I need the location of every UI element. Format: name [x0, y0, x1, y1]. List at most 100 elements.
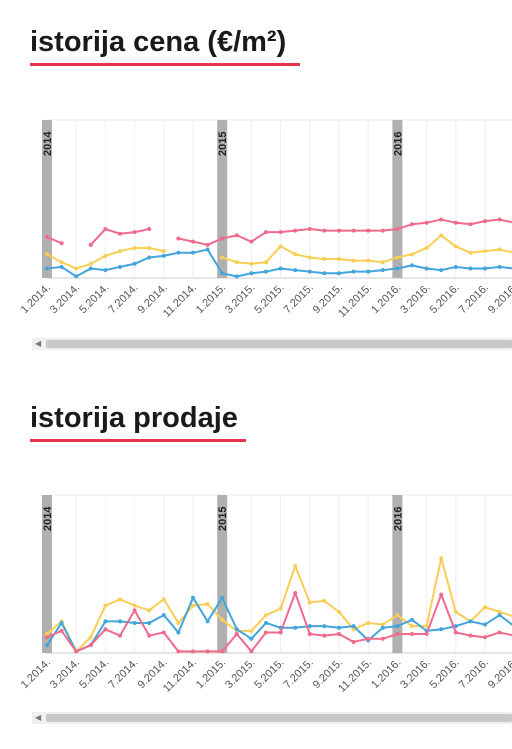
series-point: [468, 619, 473, 624]
series-point: [395, 632, 400, 637]
series-point: [234, 233, 239, 238]
series-point: [366, 636, 371, 641]
series-point: [103, 268, 108, 273]
price-chart-scroll-thumb[interactable]: [46, 340, 512, 348]
price-chart-scrollbar[interactable]: ◀: [32, 338, 512, 350]
x-tick-label: 7.2016.: [457, 657, 491, 691]
series-point: [45, 632, 49, 637]
year-marker-band: [42, 120, 52, 278]
series-point: [220, 236, 225, 241]
series-point: [205, 602, 210, 607]
series-point: [59, 620, 64, 625]
x-tick-label: 3.2015.: [223, 282, 257, 316]
series-point: [264, 260, 268, 265]
year-marker-band: [217, 495, 228, 653]
series-point: [176, 620, 181, 625]
series-point: [249, 239, 254, 244]
series-point: [337, 609, 341, 614]
series-point: [45, 252, 49, 257]
series-point: [468, 222, 473, 227]
series-point: [191, 250, 195, 255]
series-point: [147, 620, 152, 625]
series-point: [132, 245, 137, 250]
series-point: [307, 255, 312, 260]
series-point: [88, 242, 93, 247]
x-tick-label: 3.2016.: [398, 657, 432, 691]
series-point: [59, 260, 64, 265]
series-point: [264, 630, 268, 635]
series-point: [483, 622, 487, 627]
series-point: [205, 649, 210, 654]
series-point: [132, 230, 137, 235]
x-tick-label: 3.2014.: [48, 282, 82, 316]
price-history-title: istorija cena (€/m²): [30, 26, 287, 58]
x-tick-label: 3.2014.: [48, 657, 82, 691]
series-point: [118, 231, 122, 236]
series-point: [351, 624, 356, 629]
sales-chart-scrollbar[interactable]: ◀: [32, 712, 512, 724]
series-point: [45, 266, 49, 271]
series-point: [191, 595, 195, 600]
year-marker-band: [217, 120, 228, 278]
series-line: [178, 218, 512, 246]
series-point: [176, 250, 181, 255]
series-point: [380, 636, 385, 641]
series-point: [74, 274, 79, 279]
series-point: [264, 230, 268, 235]
year-marker-label: 2015: [217, 132, 229, 156]
series-point: [118, 264, 122, 269]
series-point: [249, 628, 254, 633]
x-tick-label: 7.2015.: [281, 657, 315, 691]
series-point: [176, 236, 181, 241]
series-point: [497, 613, 502, 618]
sales-chart-scroll-thumb[interactable]: [46, 714, 512, 722]
sales-history-title-underline: [30, 439, 246, 442]
series-point: [45, 234, 49, 239]
x-tick-label: 3.2016.: [398, 282, 432, 316]
series-point: [366, 269, 371, 274]
series-point: [322, 633, 327, 638]
scroll-left-icon[interactable]: ◀: [35, 713, 42, 722]
series-point: [176, 649, 181, 654]
series-point: [366, 258, 371, 263]
year-marker-label: 2016: [392, 507, 404, 531]
series-point: [410, 222, 414, 227]
series-point: [103, 253, 108, 258]
series-point: [278, 244, 283, 249]
scroll-left-icon[interactable]: ◀: [35, 339, 42, 348]
series-point: [380, 268, 385, 273]
series-point: [395, 227, 400, 232]
x-tick-label: 5.2014.: [77, 657, 111, 691]
series-point: [497, 630, 502, 635]
series-point: [234, 260, 239, 265]
series-point: [337, 271, 341, 276]
series-point: [395, 624, 400, 629]
series-point: [293, 252, 298, 257]
series-point: [161, 630, 166, 635]
series-point: [220, 271, 225, 276]
series-point: [307, 269, 312, 274]
series-point: [395, 255, 400, 260]
series-point: [147, 608, 152, 613]
series-point: [439, 592, 444, 597]
series-point: [351, 258, 356, 263]
series-point: [483, 635, 487, 640]
series-point: [410, 632, 414, 637]
series-point: [191, 649, 195, 654]
series-point: [293, 228, 298, 233]
series-point: [307, 624, 312, 629]
series-point: [88, 635, 93, 640]
series-point: [483, 266, 487, 271]
series-point: [337, 625, 341, 630]
x-tick-label: 1.2014.: [19, 282, 53, 316]
series-point: [249, 649, 254, 654]
series-point: [103, 227, 108, 232]
series-point: [439, 268, 444, 273]
series-point: [410, 252, 414, 257]
series-point: [322, 271, 327, 276]
series-point: [161, 249, 166, 254]
series-line: [46, 596, 512, 653]
series-point: [380, 228, 385, 233]
series-point: [453, 244, 458, 249]
x-tick-label: 7.2014.: [106, 657, 140, 691]
